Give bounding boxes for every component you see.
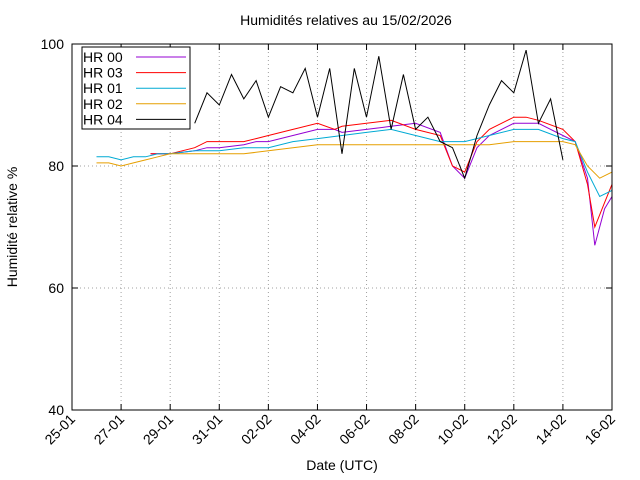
legend-label: HR 04: [83, 111, 123, 127]
legend-label: HR 00: [83, 49, 123, 65]
series-lines: [96, 49, 613, 246]
series-line-hr-00: [150, 122, 613, 246]
y-tick-label: 40: [48, 402, 64, 418]
x-tick-label: 27-01: [91, 411, 128, 448]
x-tick-label: 12-02: [483, 411, 520, 448]
y-tick-label: 60: [48, 280, 64, 296]
x-tick-label: 29-01: [140, 411, 177, 448]
legend-label: HR 02: [83, 96, 123, 112]
legend-label: HR 03: [83, 65, 123, 81]
y-tick-label: 100: [41, 36, 65, 52]
y-axis-label: Humidité relative %: [4, 167, 20, 288]
series-line-hr-01: [96, 128, 613, 198]
x-tick-label: 04-02: [287, 411, 324, 448]
y-tick-label: 80: [48, 158, 64, 174]
x-tick-label: 02-02: [238, 411, 275, 448]
x-tick-label: 31-01: [189, 411, 226, 448]
x-tick-label: 16-02: [581, 411, 618, 448]
plot-frame: [71, 43, 613, 411]
x-tick-label: 08-02: [385, 411, 422, 448]
grid-lines: [72, 44, 612, 410]
series-line-hr-04: [194, 49, 564, 180]
x-axis-label: Date (UTC): [306, 457, 378, 473]
legend-label: HR 01: [83, 80, 123, 96]
series-line-hr-02: [96, 141, 613, 179]
series-line-hr-03: [150, 116, 613, 229]
x-tick-label: 10-02: [434, 411, 471, 448]
chart-title: Humidités relatives au 15/02/2026: [240, 12, 452, 28]
x-tick-label: 06-02: [336, 411, 373, 448]
x-tick-label: 14-02: [532, 411, 569, 448]
